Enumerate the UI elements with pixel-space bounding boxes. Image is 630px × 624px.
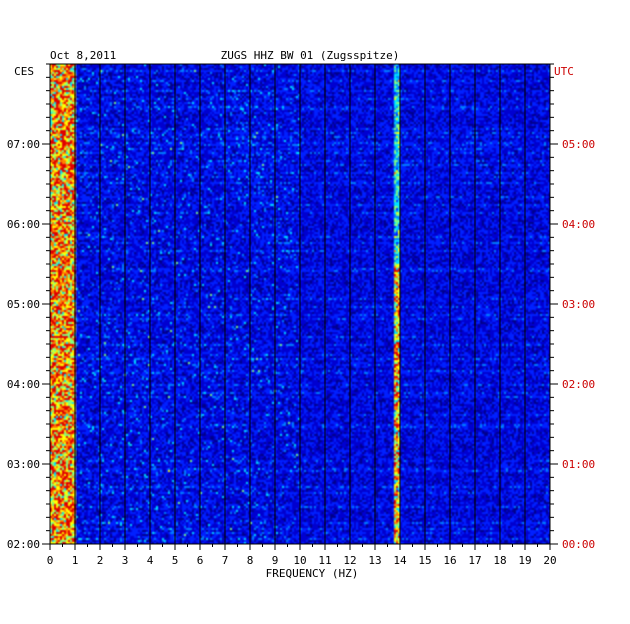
x-tick-label: 13 <box>368 554 381 567</box>
right-tick-label: 02:00 <box>562 378 595 391</box>
left-axis: 07:00 06:00 05:00 04:00 03:00 02:00 <box>7 63 50 551</box>
left-tick-label: 02:00 <box>7 538 40 551</box>
x-tick-label: 6 <box>197 554 204 567</box>
x-tick-label: 7 <box>222 554 229 567</box>
x-tick-label: 8 <box>247 554 254 567</box>
x-tick-label: 9 <box>272 554 279 567</box>
right-axis-label: UTC <box>554 65 574 78</box>
right-tick-label: 04:00 <box>562 218 595 231</box>
x-tick-label: 0 <box>47 554 54 567</box>
left-tick-label: 05:00 <box>7 298 40 311</box>
x-axis: 0 1 2 3 4 5 6 7 8 9 10 11 12 13 14 15 16 17 18 19 20 <box>47 544 557 567</box>
x-tick-label: 18 <box>493 554 506 567</box>
x-tick-label: 17 <box>468 554 481 567</box>
x-tick-label: 14 <box>393 554 407 567</box>
left-tick-label: 07:00 <box>7 138 40 151</box>
right-tick-label: 01:00 <box>562 458 595 471</box>
left-tick-label: 03:00 <box>7 458 40 471</box>
x-tick-label: 3 <box>122 554 129 567</box>
x-tick-label: 11 <box>318 554 331 567</box>
x-tick-label: 10 <box>293 554 306 567</box>
right-tick-label: 00:00 <box>562 538 595 551</box>
x-tick-label: 20 <box>543 554 556 567</box>
grid-lines <box>74 64 526 544</box>
x-tick-label: 12 <box>343 554 356 567</box>
left-axis-label: CES <box>14 65 34 78</box>
x-tick-label: 15 <box>418 554 431 567</box>
x-tick-label: 2 <box>97 554 104 567</box>
right-tick-label: 05:00 <box>562 138 595 151</box>
x-tick-label: 19 <box>518 554 531 567</box>
left-tick-label: 06:00 <box>7 218 40 231</box>
x-tick-label: 5 <box>172 554 179 567</box>
date-label: Oct 8,2011 <box>50 49 116 62</box>
chart-title: ZUGS HHZ BW 01 (Zugsspitze) <box>221 49 400 62</box>
left-tick-label: 04:00 <box>7 378 40 391</box>
right-tick-label: 03:00 <box>562 298 595 311</box>
x-tick-label: 1 <box>72 554 79 567</box>
x-tick-label: 16 <box>443 554 456 567</box>
x-axis-label: FREQUENCY (HZ) <box>266 567 359 580</box>
right-axis: 05:00 04:00 03:00 02:00 01:00 00:00 <box>550 63 595 551</box>
x-tick-label: 4 <box>147 554 154 567</box>
